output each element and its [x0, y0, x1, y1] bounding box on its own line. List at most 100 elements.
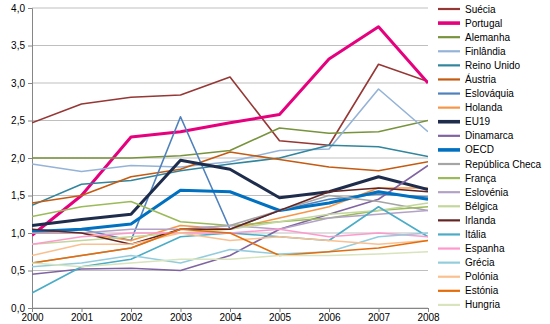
y-tick: 2,5 [11, 115, 32, 126]
x-tick-label: 2000 [21, 312, 44, 323]
series-line [32, 188, 428, 244]
x-tick: 2004 [219, 308, 242, 323]
y-tick-label: 3,5 [11, 40, 25, 51]
legend-swatch [438, 276, 460, 278]
y-tick-label: 2,0 [11, 153, 25, 164]
legend-label: Alemanha [465, 32, 510, 43]
legend-item: República Checa [438, 159, 542, 170]
legend-label: Hungria [465, 299, 500, 310]
y-tick: 3,5 [11, 40, 32, 51]
y-tick-mark [28, 233, 32, 234]
legend-swatch [438, 107, 460, 109]
legend-swatch [438, 163, 460, 165]
chart: 0,00,51,01,52,02,53,03,54,02000200120022… [0, 0, 550, 324]
x-tick-label: 2006 [318, 312, 341, 323]
legend-item: Grécia [438, 257, 495, 268]
y-tick-label: 3,0 [11, 78, 25, 89]
y-tick-label: 2,5 [11, 115, 25, 126]
legend-swatch [438, 290, 460, 292]
legend-label: Áustria [465, 73, 497, 85]
series-line [32, 27, 428, 236]
legend-label: República Checa [465, 159, 542, 170]
legend-swatch [438, 92, 460, 94]
y-tick-mark [28, 196, 32, 197]
legend-label: França [465, 173, 497, 184]
legend-swatch [438, 50, 460, 52]
y-tick: 3,0 [11, 78, 32, 89]
legend-label: EU19 [465, 116, 490, 127]
legend-label: Holanda [465, 102, 503, 113]
lines [32, 27, 428, 293]
y-tick: 2,0 [11, 153, 32, 164]
y-tick: 4,0 [11, 3, 32, 14]
legend-swatch [438, 135, 460, 137]
legend-item: Itália [438, 229, 487, 240]
plot: 0,00,51,01,52,02,53,03,54,02000200120022… [11, 3, 440, 323]
y-tick-mark [28, 121, 32, 122]
legend-item: Holanda [438, 102, 503, 113]
legend-swatch [438, 262, 460, 264]
legend-label: Itália [465, 229, 487, 240]
legend-item: Portugal [438, 18, 502, 29]
legend-label: Dinamarca [465, 130, 514, 141]
legend-item: Alemanha [438, 32, 510, 43]
legend-swatch [438, 233, 460, 235]
legend-swatch [438, 120, 460, 124]
legend-item: Finlândia [438, 46, 506, 57]
legend-swatch [438, 8, 460, 10]
series-line [32, 233, 428, 267]
series-line [32, 64, 428, 145]
y-tick-label: 1,5 [11, 190, 25, 201]
legend-label: Espanha [465, 243, 505, 254]
legend-item: Hungria [438, 299, 500, 310]
legend-swatch [438, 304, 460, 306]
series-line [32, 229, 428, 263]
legend-item: Irlanda [438, 215, 496, 226]
legend-label: Estónia [465, 285, 499, 296]
y-tick: 1,5 [11, 190, 32, 201]
x-tick-label: 2003 [170, 312, 193, 323]
legend-swatch [438, 205, 460, 207]
x-axis: 2000 2001 2002 2003 2004 2005 2006 2007 2008 [21, 308, 440, 323]
legend-item: Áustria [438, 73, 497, 85]
legend-item: França [438, 173, 497, 184]
y-tick-mark [28, 271, 32, 272]
series-line [32, 229, 428, 244]
legend-item: Estónia [438, 285, 499, 296]
legend-swatch [438, 191, 460, 193]
legend-swatch [438, 247, 460, 249]
x-tick: 2002 [120, 308, 143, 323]
legend-item: Eslovénia [438, 187, 509, 198]
x-tick-label: 2005 [269, 312, 292, 323]
legend-label: Eslováquia [465, 88, 514, 99]
x-tick: 2000 [21, 308, 44, 323]
series-line [32, 233, 428, 256]
legend-label: Irlanda [465, 215, 496, 226]
x-tick: 2006 [318, 308, 341, 323]
y-tick-mark [28, 46, 32, 47]
y-tick-label: 1,0 [11, 228, 25, 239]
y-tick-mark [28, 8, 32, 9]
legend-swatch [438, 78, 460, 80]
series-line [32, 89, 428, 172]
x-tick-label: 2007 [368, 312, 391, 323]
legend-label: Bélgica [465, 201, 498, 212]
legend-item: OECD [438, 144, 494, 155]
legend-label: Portugal [465, 18, 502, 29]
legend-label: Grécia [465, 257, 495, 268]
series-line [32, 145, 428, 205]
grid-line [32, 83, 428, 84]
legend-item: Espanha [438, 243, 505, 254]
y-tick: 0,5 [11, 265, 32, 276]
grid-line [32, 270, 428, 271]
y-tick: 1,0 [11, 228, 32, 239]
series-line [32, 252, 428, 267]
grid [32, 8, 428, 308]
series-line [32, 166, 428, 275]
x-tick: 2008 [417, 308, 440, 323]
grid-line [32, 45, 428, 46]
x-tick: 2001 [71, 308, 94, 323]
legend-item: Bélgica [438, 201, 498, 212]
legend-label: Reino Unido [465, 60, 520, 71]
series-line [32, 207, 428, 293]
